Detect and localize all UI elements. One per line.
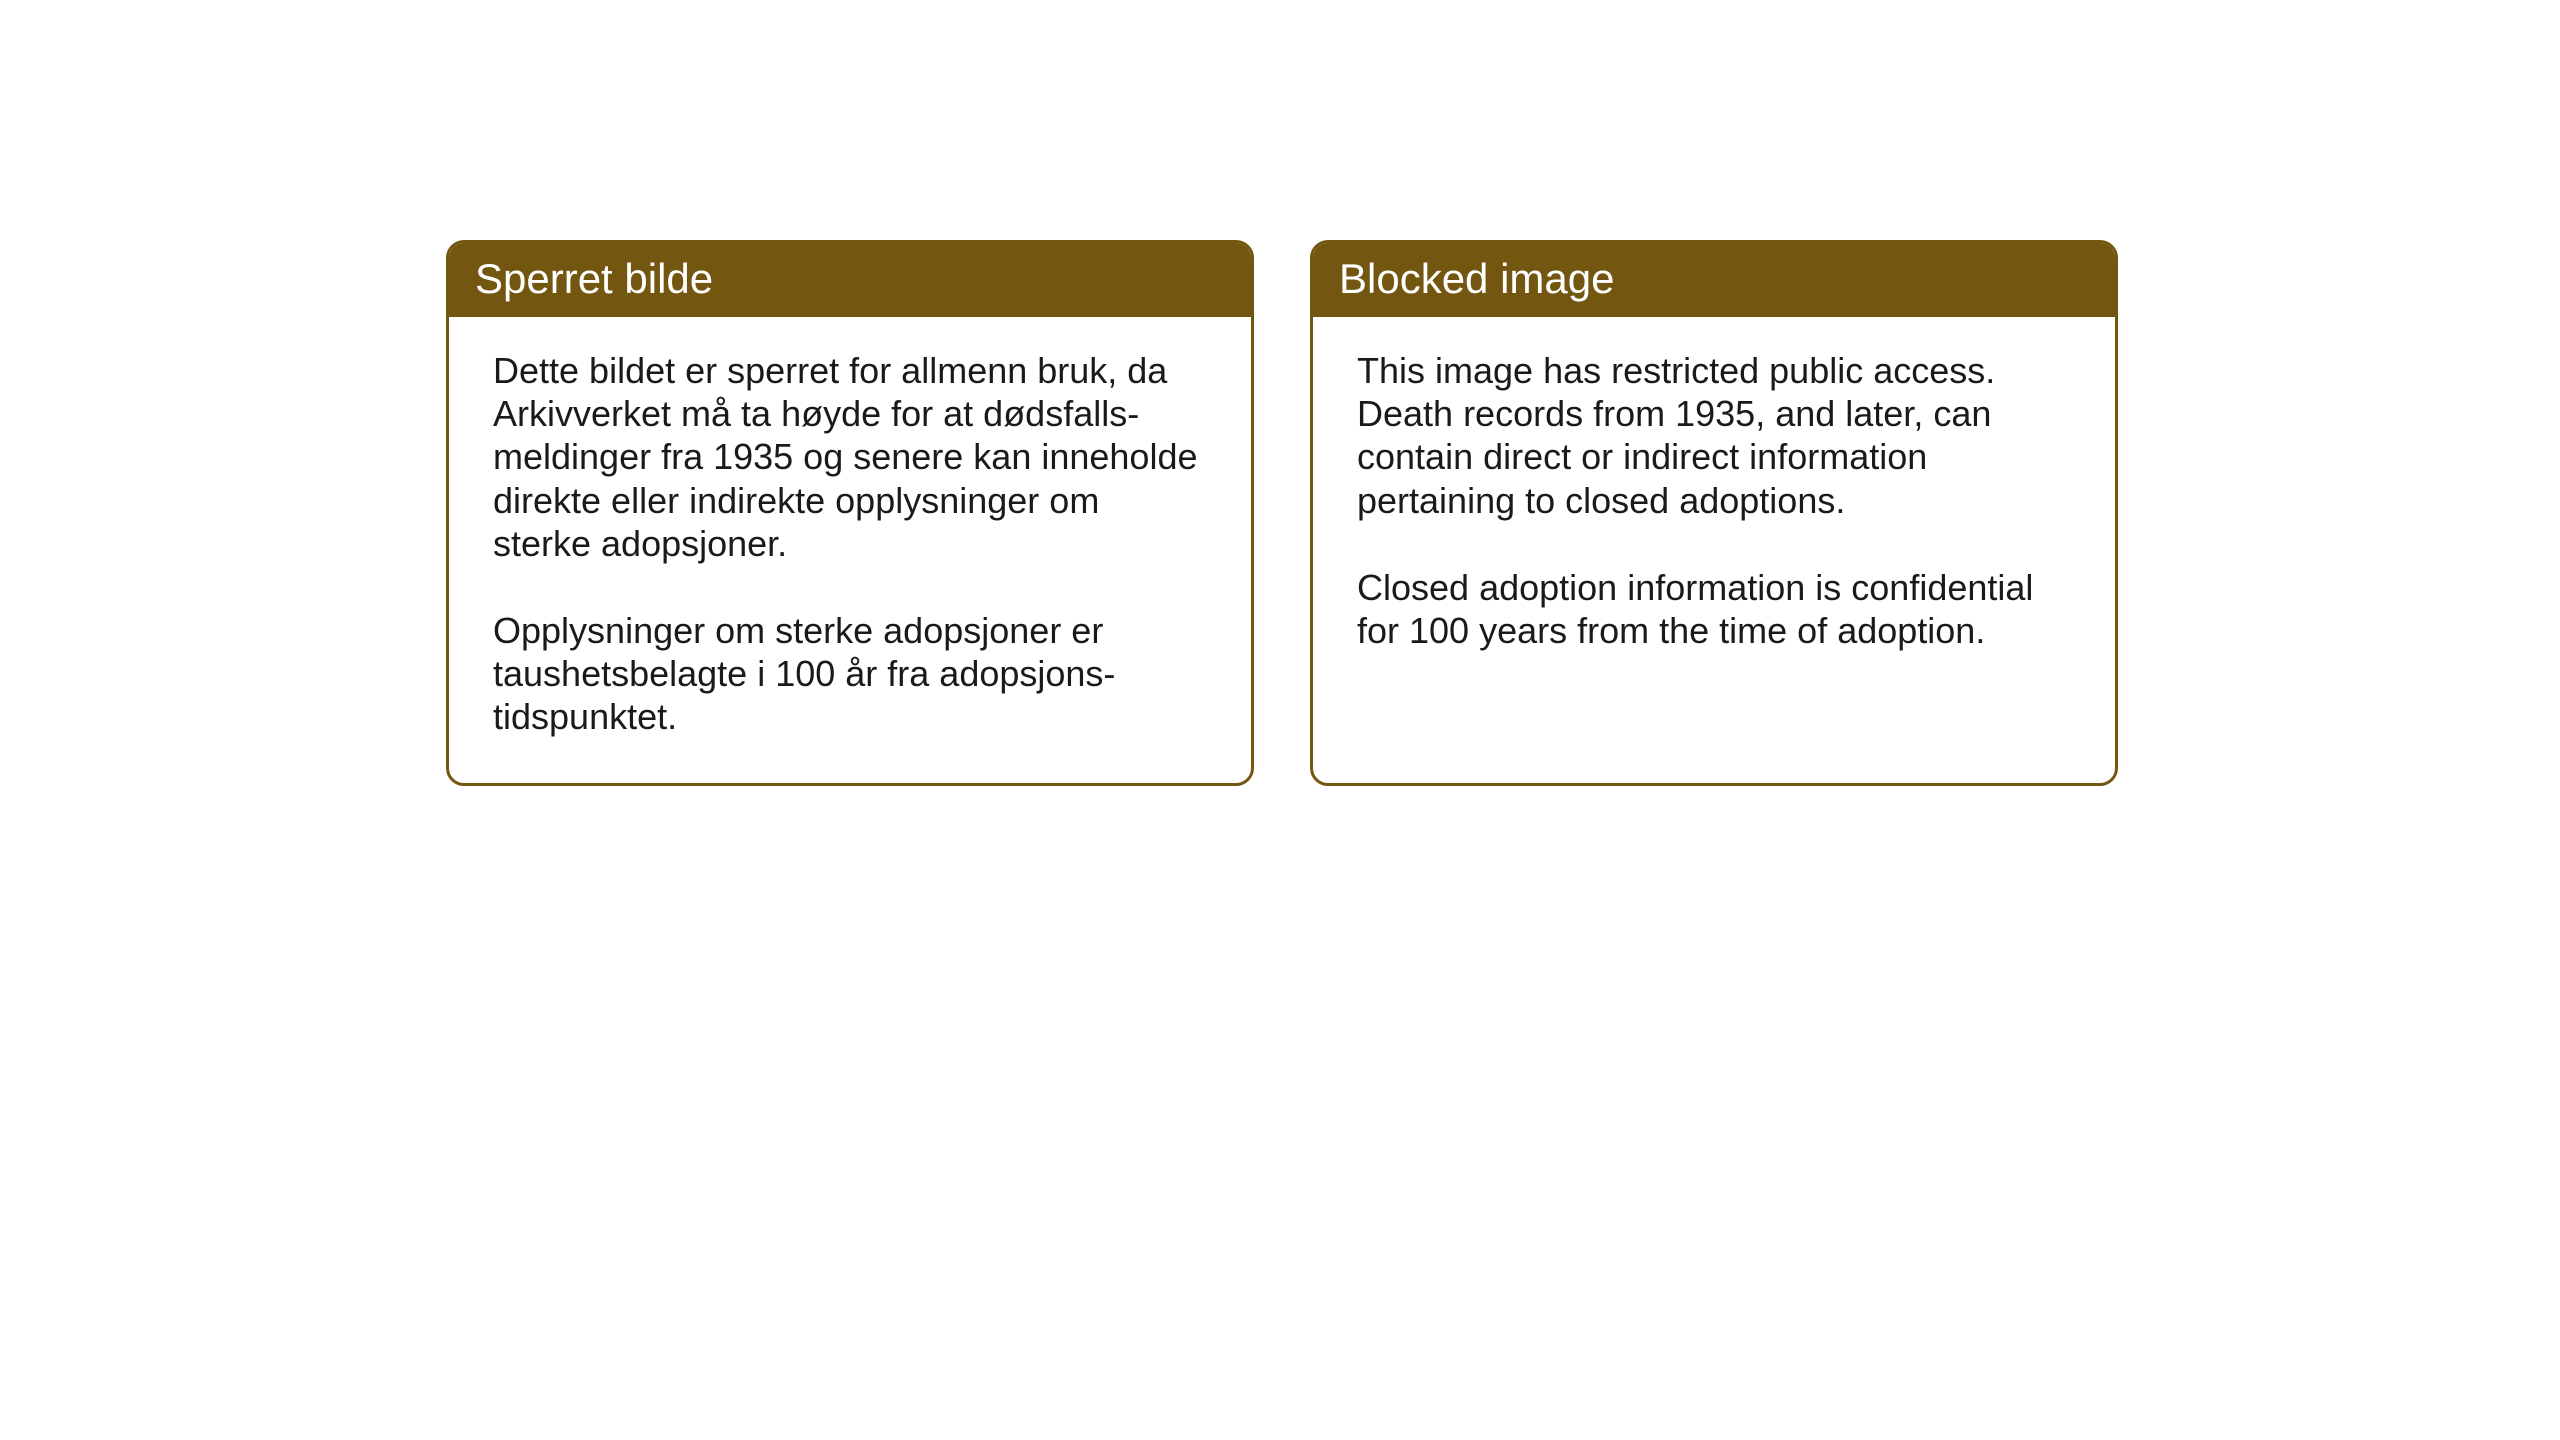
- notice-card-english: Blocked image This image has restricted …: [1310, 240, 2118, 786]
- card-paragraph-english-2: Closed adoption information is confident…: [1357, 566, 2071, 652]
- card-body-english: This image has restricted public access.…: [1313, 317, 2115, 696]
- card-title-norwegian: Sperret bilde: [475, 255, 713, 302]
- card-paragraph-english-1: This image has restricted public access.…: [1357, 349, 2071, 522]
- card-header-english: Blocked image: [1313, 243, 2115, 317]
- card-body-norwegian: Dette bildet er sperret for allmenn bruk…: [449, 317, 1251, 783]
- card-header-norwegian: Sperret bilde: [449, 243, 1251, 317]
- card-paragraph-norwegian-2: Opplysninger om sterke adopsjoner er tau…: [493, 609, 1207, 739]
- card-title-english: Blocked image: [1339, 255, 1614, 302]
- card-paragraph-norwegian-1: Dette bildet er sperret for allmenn bruk…: [493, 349, 1207, 565]
- notice-container: Sperret bilde Dette bildet er sperret fo…: [446, 240, 2118, 786]
- notice-card-norwegian: Sperret bilde Dette bildet er sperret fo…: [446, 240, 1254, 786]
